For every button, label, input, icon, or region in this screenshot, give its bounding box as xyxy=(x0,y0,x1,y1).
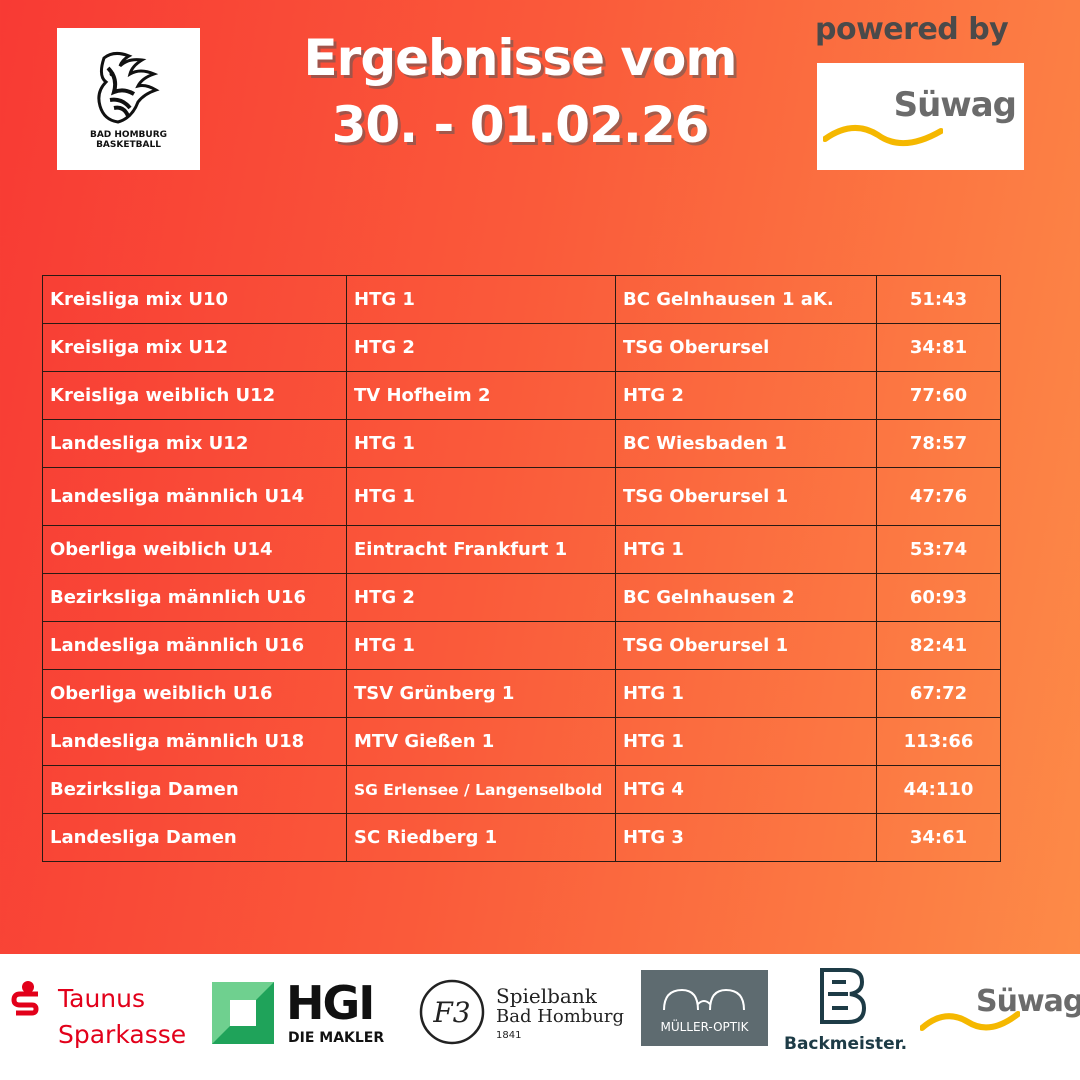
score-cell: 53:74 xyxy=(876,525,1001,574)
hgi-square-icon xyxy=(212,982,274,1044)
table-row: Kreisliga mix U10 HTG 1 BC Gelnhausen 1 aK… xyxy=(42,275,1001,324)
home-team-cell: Eintracht Frankfurt 1 xyxy=(346,525,616,574)
away-team-cell: BC Gelnhausen 2 xyxy=(615,573,877,622)
score-cell: 44:110 xyxy=(876,765,1001,814)
taunus-text: Taunus xyxy=(58,984,146,1013)
away-team-cell: HTG 2 xyxy=(615,371,877,420)
away-team-cell: HTG 1 xyxy=(615,525,877,574)
table-row: Landesliga männlich U16 HTG 1 TSG Oberurse… xyxy=(42,621,1001,670)
league-cell: Bezirksliga Damen xyxy=(42,765,347,814)
sponsor-mueller-optik: MÜLLER-OPTIK xyxy=(641,970,768,1046)
mueller-name: MÜLLER-OPTIK xyxy=(660,1020,749,1034)
eagle-icon xyxy=(96,51,160,124)
league-cell: Kreisliga mix U12 xyxy=(42,323,347,372)
home-team-cell: HTG 2 xyxy=(346,573,616,622)
svg-text:F3: F3 xyxy=(432,996,470,1029)
league-cell: Landesliga Damen xyxy=(42,813,347,862)
table-row: Landesliga männlich U14 HTG 1 TSG Oberurse… xyxy=(42,467,1001,526)
league-cell: Landesliga mix U12 xyxy=(42,419,347,468)
sponsor-hgi: HGI DIE MAKLER xyxy=(212,976,397,1052)
away-team-cell: TSG Oberursel xyxy=(615,323,877,372)
hgi-name: HGI xyxy=(286,976,375,1030)
league-cell: Oberliga weiblich U16 xyxy=(42,669,347,718)
main-sponsor-logo: Süwag xyxy=(817,63,1024,170)
score-cell: 67:72 xyxy=(876,669,1001,718)
results-table: Kreisliga mix U10 HTG 1 BC Gelnhausen 1 aK… xyxy=(42,275,1001,862)
page-title: Ergebnisse vom 30. - 01.02.26 xyxy=(240,22,800,156)
away-team-cell: HTG 1 xyxy=(615,717,877,766)
league-cell: Oberliga weiblich U14 xyxy=(42,525,347,574)
table-row: Landesliga Damen SC Riedberg 1 HTG 3 34:61 xyxy=(42,813,1001,862)
home-team-cell: HTG 1 xyxy=(346,419,616,468)
score-cell: 82:41 xyxy=(876,621,1001,670)
table-row: Oberliga weiblich U14 Eintracht Frankfurt… xyxy=(42,525,1001,574)
table-row: Oberliga weiblich U16 TSV Grünberg 1 HTG 1… xyxy=(42,669,1001,718)
spielbank-year: 1841 xyxy=(496,1030,522,1041)
score-cell: 77:60 xyxy=(876,371,1001,420)
score-cell: 78:57 xyxy=(876,419,1001,468)
spielbank-line1: Spielbank xyxy=(496,984,597,1008)
table-row: Landesliga mix U12 HTG 1 BC Wiesbaden 1 78:… xyxy=(42,419,1001,468)
league-cell: Landesliga männlich U14 xyxy=(42,467,347,526)
score-cell: 34:81 xyxy=(876,323,1001,372)
league-cell: Kreisliga weiblich U12 xyxy=(42,371,347,420)
home-team-cell: HTG 2 xyxy=(346,323,616,372)
backmeister-b-icon xyxy=(820,968,866,1024)
home-team-cell: HTG 1 xyxy=(346,275,616,324)
club-logo-line2: BASKETBALL xyxy=(96,140,161,150)
away-team-cell: BC Wiesbaden 1 xyxy=(615,419,877,468)
home-team-cell: SG Erlensee / Langenselbold xyxy=(346,765,616,814)
home-team-cell: TV Hofheim 2 xyxy=(346,371,616,420)
suewag-wave-icon xyxy=(823,125,943,147)
score-cell: 113:66 xyxy=(876,717,1001,766)
club-logo: BAD HOMBURG BASKETBALL xyxy=(57,28,200,170)
league-cell: Landesliga männlich U16 xyxy=(42,621,347,670)
table-row: Bezirksliga Damen SG Erlensee / Langensel… xyxy=(42,765,1001,814)
spielbank-emblem-icon: F3 xyxy=(419,979,485,1045)
league-cell: Landesliga männlich U18 xyxy=(42,717,347,766)
away-team-cell: BC Gelnhausen 1 aK. xyxy=(615,275,877,324)
table-row: Landesliga männlich U18 MTV Gießen 1 HTG 1… xyxy=(42,717,1001,766)
away-team-cell: TSG Oberursel 1 xyxy=(615,621,877,670)
home-team-cell: SC Riedberg 1 xyxy=(346,813,616,862)
spielbank-line2: Bad Homburg xyxy=(496,1006,625,1027)
score-cell: 51:43 xyxy=(876,275,1001,324)
sponsor-backmeister: Backmeister. xyxy=(780,968,910,1058)
league-cell: Bezirksliga männlich U16 xyxy=(42,573,347,622)
glasses-icon xyxy=(663,988,745,1011)
main-sponsor-name: Süwag xyxy=(893,85,1017,125)
score-cell: 47:76 xyxy=(876,467,1001,526)
home-team-cell: HTG 1 xyxy=(346,621,616,670)
sponsor-suewag: Süwag xyxy=(920,980,1080,1050)
table-row: Kreisliga mix U12 HTG 2 TSG Oberursel 34:81 xyxy=(42,323,1001,372)
away-team-cell: HTG 4 xyxy=(615,765,877,814)
away-team-cell: HTG 3 xyxy=(615,813,877,862)
sparkasse-s-icon xyxy=(11,981,39,1016)
title-line-2: 30. - 01.02.26 xyxy=(331,96,710,154)
score-cell: 60:93 xyxy=(876,573,1001,622)
powered-by-label: powered by xyxy=(815,12,1009,47)
table-row: Bezirksliga männlich U16 HTG 2 BC Gelnhaus… xyxy=(42,573,1001,622)
club-logo-line1: BAD HOMBURG xyxy=(89,130,168,140)
score-cell: 34:61 xyxy=(876,813,1001,862)
away-team-cell: TSG Oberursel 1 xyxy=(615,467,877,526)
league-cell: Kreisliga mix U10 xyxy=(42,275,347,324)
away-team-cell: HTG 1 xyxy=(615,669,877,718)
sponsor-taunus-sparkasse: Taunus Sparkasse xyxy=(10,966,200,1066)
suewag-name: Süwag xyxy=(976,984,1080,1019)
home-team-cell: MTV Gießen 1 xyxy=(346,717,616,766)
sponsor-bar: Taunus Sparkasse HGI DIE MAKLER F3 Spiel… xyxy=(0,954,1080,1080)
home-team-cell: TSV Grünberg 1 xyxy=(346,669,616,718)
hgi-sub: DIE MAKLER xyxy=(288,1030,385,1046)
sparkasse-text: Sparkasse xyxy=(58,1020,187,1049)
sponsor-spielbank: F3 Spielbank Bad Homburg 1841 xyxy=(418,976,630,1056)
suewag-wave-icon xyxy=(920,1011,1020,1031)
title-line-1: Ergebnisse vom xyxy=(303,29,738,87)
backmeister-name: Backmeister. xyxy=(784,1034,908,1054)
home-team-cell: HTG 1 xyxy=(346,467,616,526)
